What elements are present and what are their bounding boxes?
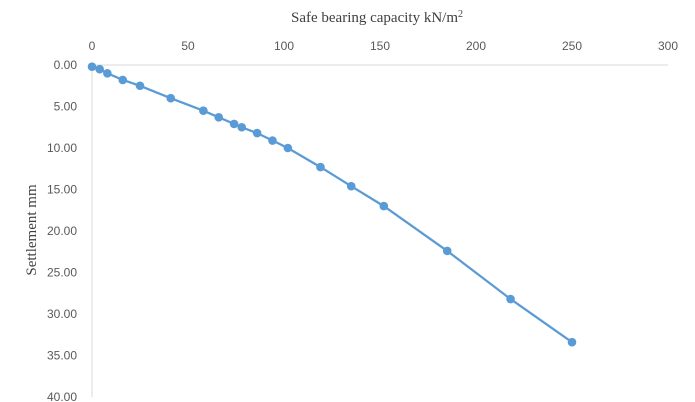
data-point (346, 181, 356, 191)
x-axis-title: Safe bearing capacity kN/m2 (291, 9, 463, 26)
data-point (214, 112, 224, 122)
x-tick-label: 150 (370, 39, 390, 53)
y-tick-label: 40.00 (47, 390, 77, 402)
data-point (95, 64, 104, 74)
data-point (283, 143, 293, 153)
x-tick-label: 0 (89, 39, 96, 53)
data-point (135, 81, 145, 91)
data-point (252, 128, 262, 138)
x-tick-label: 50 (181, 39, 195, 53)
data-point (103, 69, 112, 78)
series-line (91, 65, 573, 344)
data-point (567, 337, 577, 347)
data-point (229, 119, 239, 129)
data-point (316, 162, 325, 172)
data-point (237, 122, 247, 132)
data-point (506, 294, 515, 304)
y-tick-label: 35.00 (47, 349, 77, 363)
y-tick-label: 5.00 (54, 100, 78, 114)
y-tick-label: 15.00 (47, 183, 77, 197)
data-point (379, 201, 389, 211)
data-point (87, 62, 97, 71)
data-point (442, 246, 452, 256)
x-tick-label: 250 (562, 39, 582, 53)
y-tick-labels: 0.00 5.00 10.00 15.00 20.00 25.00 30.00 35.00 40… (47, 58, 77, 402)
x-tick-label: 100 (274, 39, 294, 53)
y-tick-label: 10.00 (47, 141, 77, 155)
data-series (87, 62, 577, 347)
x-axis-title-text: Safe bearing capacity kN/m (291, 10, 458, 26)
y-tick-label: 20.00 (47, 224, 77, 238)
data-point (199, 106, 208, 115)
data-point (166, 93, 176, 103)
y-tick-label: 30.00 (47, 307, 77, 321)
x-tick-labels: 0 50 100 150 200 250 300 (89, 39, 679, 53)
y-axis-title: Settlement mm (24, 184, 40, 276)
y-tick-label: 25.00 (47, 266, 77, 280)
x-tick-label: 200 (466, 39, 486, 53)
x-axis-title-superscript: 2 (458, 9, 463, 20)
data-point (118, 75, 128, 85)
y-tick-label: 0.00 (54, 58, 78, 72)
x-tick-label: 300 (658, 39, 678, 53)
data-point (268, 136, 277, 145)
